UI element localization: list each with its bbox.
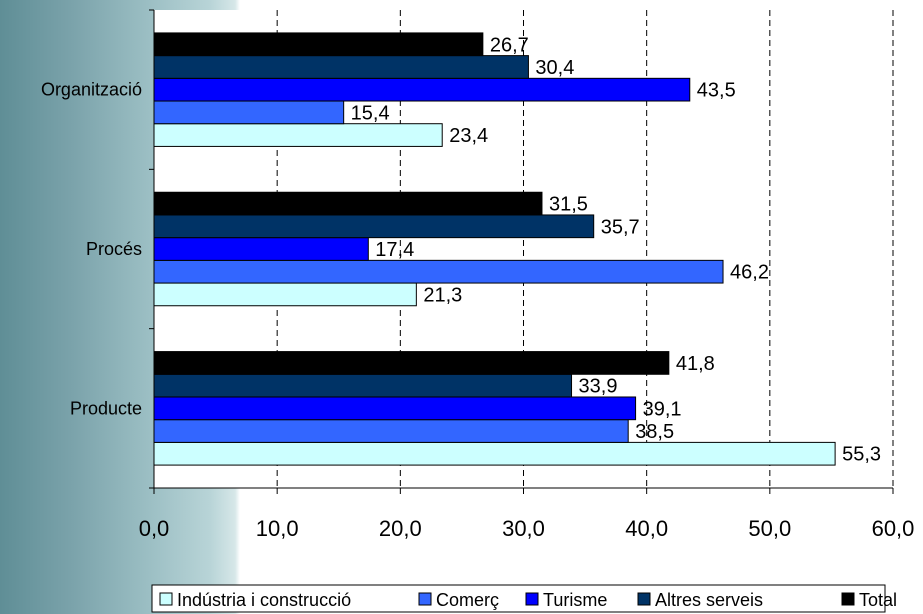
bar-value-label: 26,7 — [490, 34, 529, 56]
bar — [153, 123, 443, 147]
x-tick-label: 60,0 — [872, 516, 915, 541]
bar — [153, 419, 629, 443]
legend-label: Turisme — [543, 590, 607, 610]
bar-value-label: 33,9 — [579, 376, 618, 398]
y-category-label: Producte — [70, 398, 142, 418]
legend-box — [151, 584, 886, 613]
y-axis: Organització Procés Producte — [41, 9, 154, 489]
bar — [153, 100, 345, 125]
x-tick-label: 30,0 — [502, 516, 545, 541]
x-axis: 0,0 10,0 20,0 30,0 40,0 50,0 60,0 — [139, 488, 915, 541]
bar-value-label: 43,5 — [697, 80, 736, 102]
legend-swatch — [841, 592, 855, 606]
x-tick-label: 10,0 — [256, 516, 299, 541]
bar — [153, 191, 543, 216]
bar — [153, 259, 724, 284]
legend-label: Indústria i construcció — [177, 590, 351, 610]
legend-label: Comerç — [436, 590, 499, 610]
bar — [153, 373, 573, 398]
bar-value-label: 41,8 — [676, 353, 715, 375]
bar-value-label: 55,3 — [842, 444, 881, 466]
x-tick-label: 40,0 — [625, 516, 668, 541]
x-tick-label: 0,0 — [139, 516, 170, 541]
bar-value-label: 30,4 — [535, 57, 574, 79]
bar-value-label: 15,4 — [351, 102, 390, 124]
bar-value-label: 38,5 — [635, 421, 674, 443]
bar — [153, 32, 484, 57]
x-tick-label: 50,0 — [748, 516, 791, 541]
bar-value-label: 35,7 — [601, 216, 640, 238]
bar-value-label: 39,1 — [643, 398, 682, 420]
bar-value-label: 23,4 — [449, 125, 488, 147]
legend-swatch — [418, 592, 432, 606]
bar — [153, 351, 670, 375]
bar — [153, 441, 836, 466]
bar — [153, 282, 417, 307]
bar — [153, 237, 369, 261]
bar — [153, 55, 529, 79]
y-category-label: Procés — [86, 239, 142, 259]
legend-swatch — [159, 592, 173, 606]
legend-label: Altres serveis — [655, 590, 763, 610]
bar — [153, 396, 637, 421]
legend: Indústria i construcció Comerç Turisme Altr… — [151, 584, 897, 613]
y-category-label: Organització — [41, 80, 142, 100]
value-labels-group: 23,4 15,4 43,5 30,4 26,7 21,3 46,2 17,4 35,7 31,5… — [351, 34, 881, 465]
bar-value-label: 17,4 — [375, 239, 414, 261]
bar-value-label: 46,2 — [730, 262, 769, 284]
legend-swatch — [637, 592, 651, 606]
x-tick-label: 20,0 — [379, 516, 422, 541]
bar-value-label: 31,5 — [549, 194, 588, 216]
bar — [153, 214, 595, 239]
bar-value-label: 21,3 — [423, 284, 462, 306]
bar — [153, 77, 691, 102]
legend-label: Total — [859, 590, 897, 610]
legend-swatch — [525, 592, 539, 606]
